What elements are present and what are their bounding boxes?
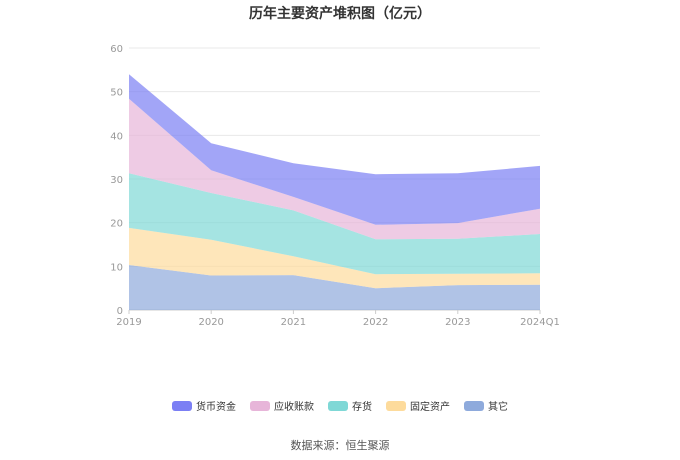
area-存货 [129, 173, 540, 275]
area-layers [129, 74, 540, 310]
legend-label: 存货 [352, 402, 372, 413]
x-tick-label: 2022 [363, 317, 388, 328]
legend-swatch [386, 400, 406, 411]
y-tick-label: 30 [110, 175, 123, 186]
x-tick-label: 2021 [281, 317, 306, 328]
y-tick-label: 0 [117, 306, 123, 317]
legend-swatch [328, 400, 348, 411]
legend-item[interactable]: 固定资产 [386, 398, 450, 413]
y-tick-label: 10 [110, 262, 123, 273]
legend: 货币资金 应收账款 存货 固定资产 其它 [0, 398, 680, 413]
legend-item[interactable]: 货币资金 [172, 398, 236, 413]
legend-item[interactable]: 应收账款 [250, 398, 314, 413]
area-其它 [129, 265, 540, 310]
x-axis-ticks: 2019 2020 2021 2022 2023 2024Q1 [116, 310, 560, 328]
y-tick-label: 20 [110, 219, 123, 230]
y-tick-label: 40 [110, 131, 123, 142]
x-tick-label: 2019 [116, 317, 141, 328]
legend-label: 应收账款 [274, 402, 314, 413]
area-货币资金 [129, 74, 540, 225]
area-固定资产 [129, 227, 540, 289]
legend-swatch [250, 400, 270, 411]
legend-swatch [464, 400, 484, 411]
legend-item[interactable]: 其它 [464, 398, 508, 413]
chart-title: 历年主要资产堆积图（亿元） [249, 6, 431, 22]
x-tick-label: 2020 [198, 317, 223, 328]
legend-label: 其它 [488, 402, 508, 413]
source-note: 数据来源：恒生聚源 [290, 439, 390, 452]
x-tick-label: 2023 [445, 317, 470, 328]
legend-swatch [172, 400, 192, 411]
area-应收账款 [129, 98, 540, 240]
legend-label: 固定资产 [410, 402, 450, 413]
y-axis-ticks: 0 10 20 30 40 50 60 [110, 44, 123, 317]
legend-label: 货币资金 [196, 402, 236, 413]
y-tick-label: 50 [110, 88, 123, 99]
legend-item[interactable]: 存货 [328, 398, 372, 413]
y-tick-label: 60 [110, 44, 123, 55]
x-tick-label: 2024Q1 [520, 317, 560, 328]
